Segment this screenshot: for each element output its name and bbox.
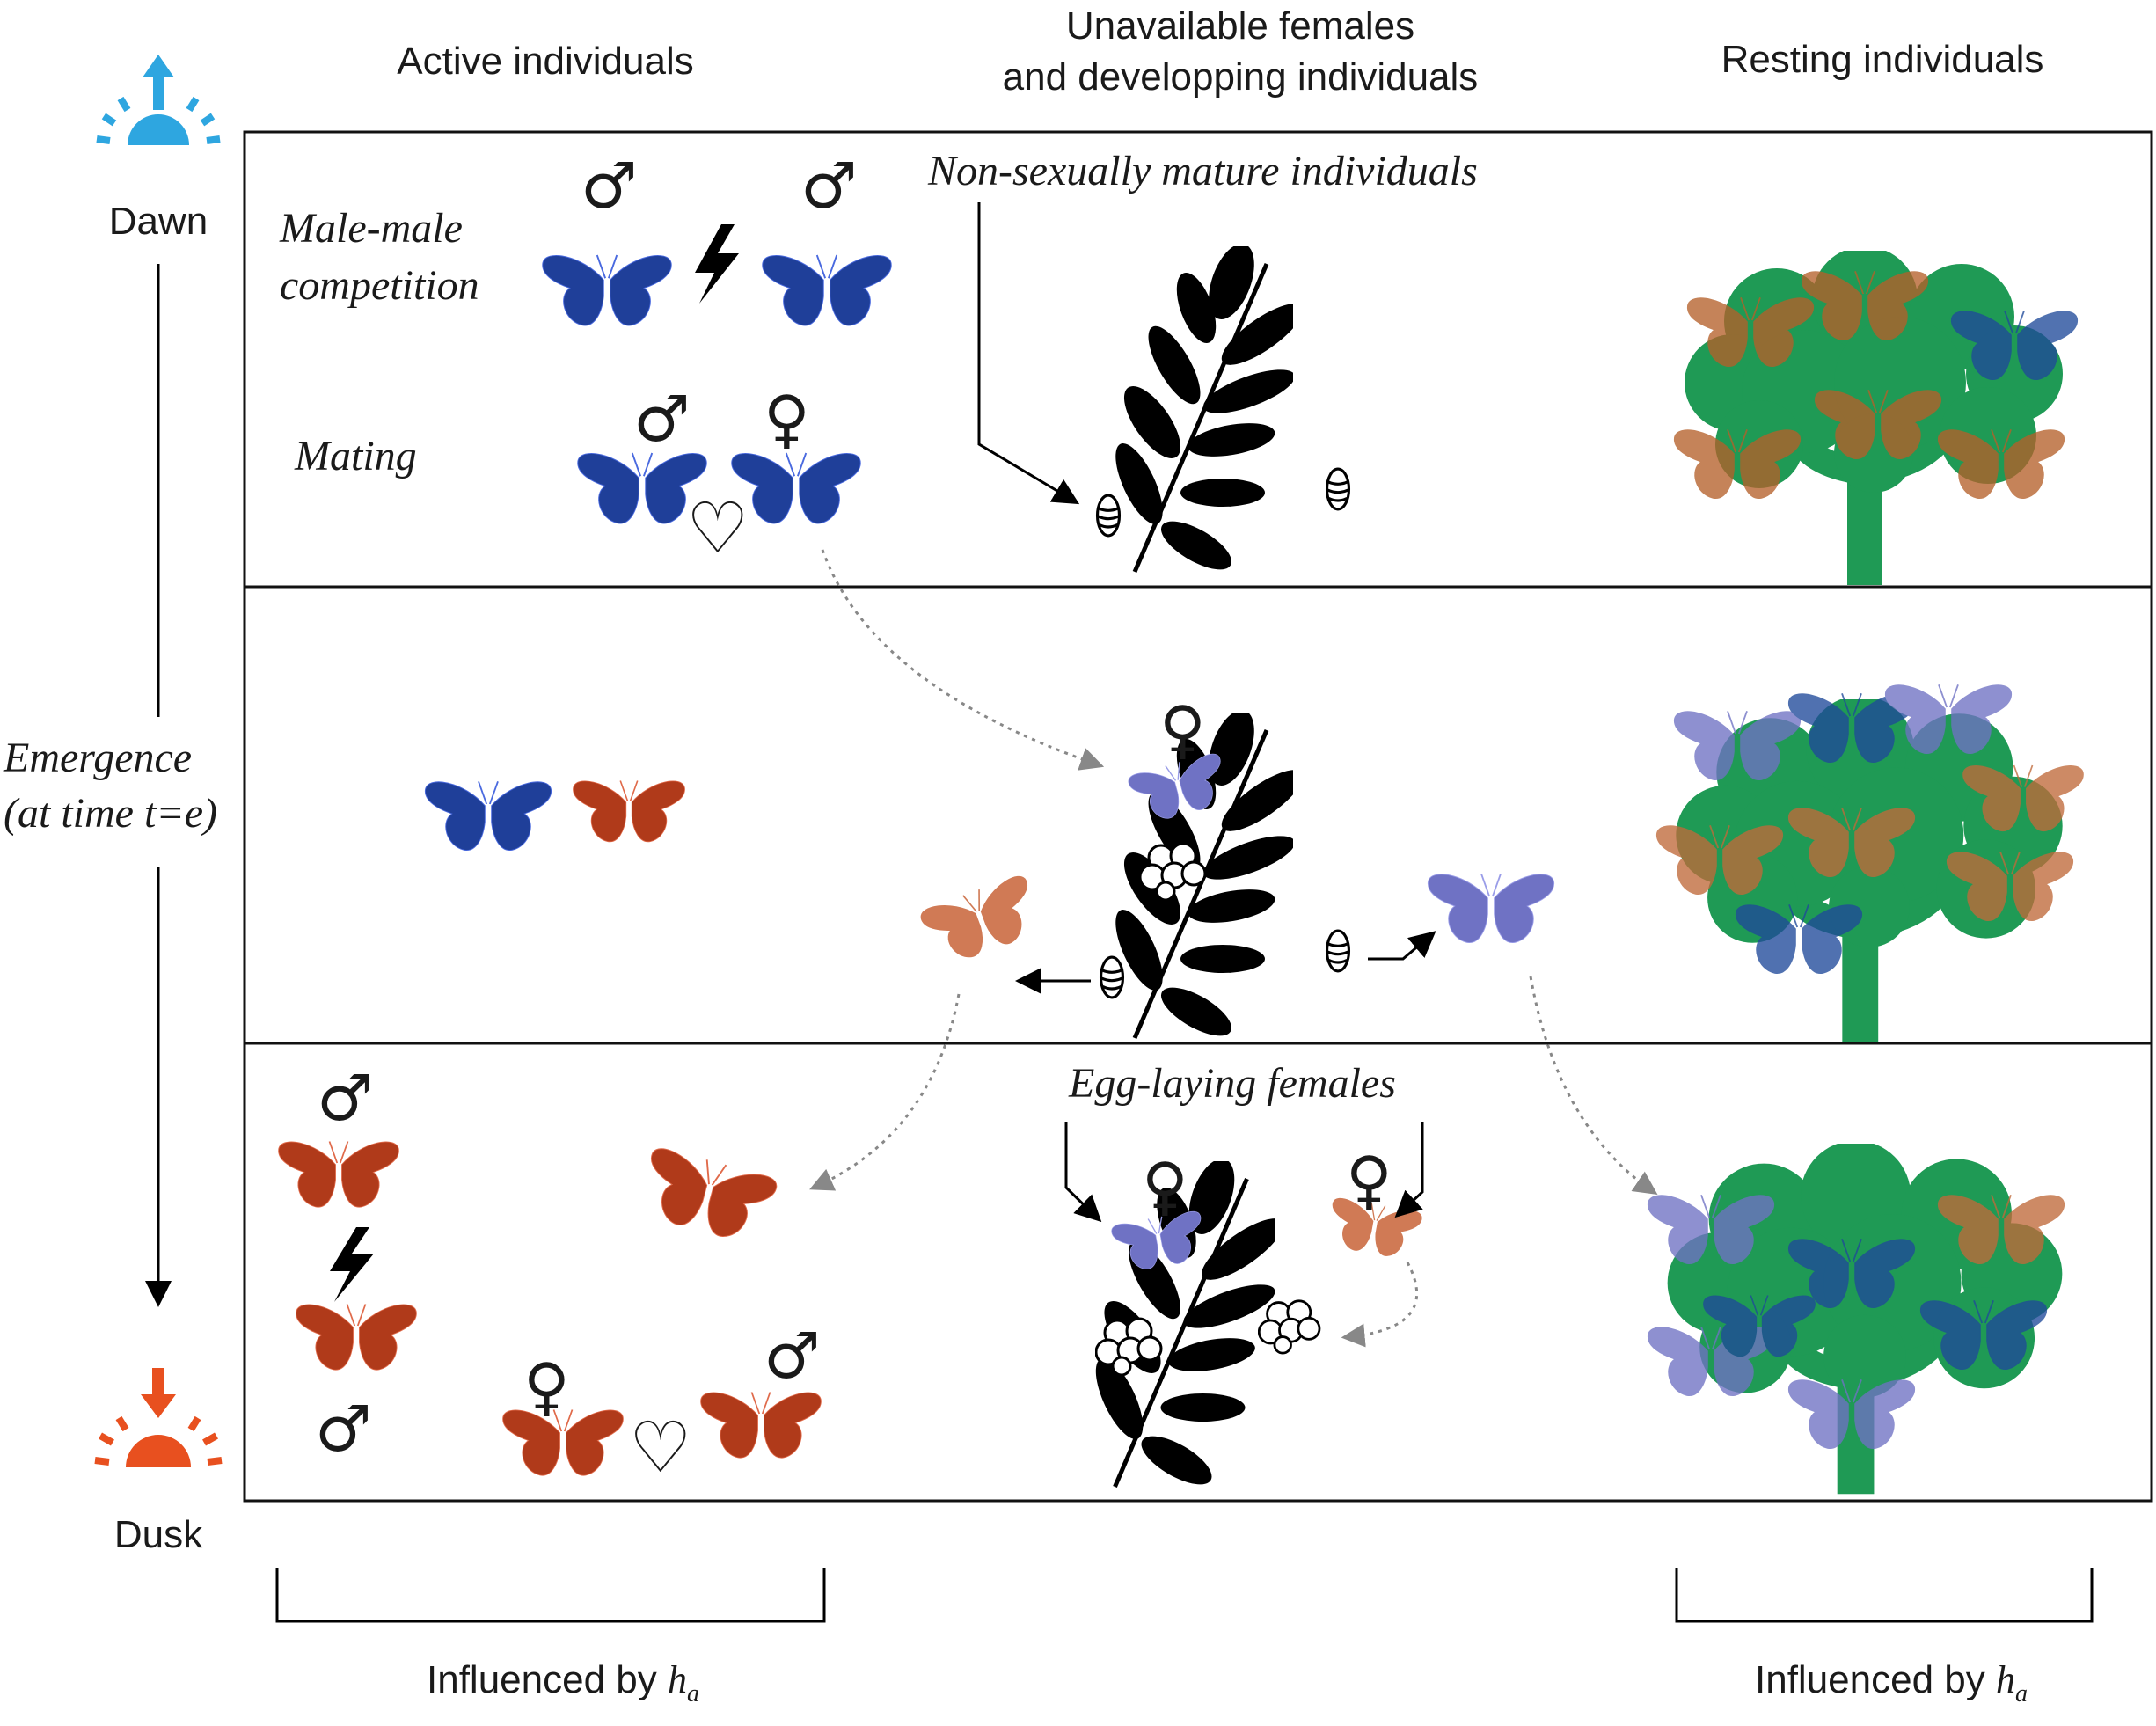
- h-symbol: ha: [667, 1658, 699, 1708]
- arrow-to-pupa: [977, 202, 1080, 505]
- pupa-icon: [1099, 955, 1125, 999]
- footer-active: Influenced by ha: [387, 1654, 739, 1721]
- bracket-active: [275, 1568, 826, 1623]
- dusk-label: Dusk: [113, 1513, 203, 1556]
- emerging-butterfly-blue: [1427, 873, 1555, 944]
- male-symbol: ♂: [581, 149, 638, 223]
- male-symbol: ♂: [317, 1061, 374, 1135]
- male-symbol: ♂: [800, 149, 858, 223]
- female-symbol: ♀: [1142, 1149, 1188, 1223]
- female-symbol: ♀: [1346, 1143, 1392, 1217]
- dotted-arrow: [821, 549, 1105, 771]
- emerging-butterfly-red: [917, 872, 1046, 970]
- non-mature-label: Non-sexually mature individuals: [928, 148, 1478, 194]
- footer-resting: Influenced by ha: [1715, 1654, 2067, 1721]
- arrow-to-female: [1064, 1122, 1102, 1223]
- arrow-emergence-right: [1368, 931, 1436, 961]
- dawn-label: Dawn: [108, 200, 208, 243]
- female-butterfly: [730, 452, 862, 524]
- egg-laying-label: Egg-laying females: [1069, 1060, 1396, 1107]
- dotted-arrow: [1341, 1262, 1418, 1348]
- footer-prefix: Influenced by: [1755, 1658, 1996, 1701]
- male-butterfly-red: [277, 1140, 400, 1209]
- competition-label: competition: [280, 262, 479, 309]
- arrow-to-female: [1394, 1122, 1424, 1218]
- h-symbol: ha: [1995, 1658, 2028, 1708]
- male-butterfly-red: [295, 1303, 418, 1371]
- male-symbol: ♂: [764, 1319, 821, 1393]
- female-symbol: ♀: [764, 382, 810, 456]
- active-butterfly-red: [572, 779, 686, 843]
- egg-cluster: [1258, 1299, 1321, 1355]
- dotted-arrow: [809, 993, 961, 1191]
- pupa-icon: [1325, 929, 1351, 973]
- footer-prefix: Influenced by: [427, 1658, 668, 1701]
- male-male-label: Male-male: [280, 205, 463, 252]
- column-header-unavailable-line2: and developping individuals: [1002, 55, 1479, 99]
- heart-icon: ♡: [686, 487, 749, 569]
- active-butterfly-red: [635, 1145, 780, 1248]
- heart-icon: ♡: [629, 1407, 692, 1488]
- male-symbol: ♂: [315, 1392, 372, 1466]
- male-symbol: ♂: [633, 382, 691, 456]
- column-header-resting: Resting individuals: [1721, 38, 2044, 81]
- dusk-sun-icon: [94, 1368, 223, 1467]
- column-header-unavailable-line1: Unavailable females: [1065, 4, 1415, 48]
- pupa-icon: [1095, 494, 1122, 538]
- lightning-icon: [695, 224, 739, 304]
- host-plant: [1107, 238, 1312, 579]
- dotted-arrow: [1529, 976, 1658, 1196]
- male-butterfly: [761, 254, 893, 326]
- lightning-icon: [330, 1227, 374, 1302]
- female-symbol: ♀: [523, 1349, 570, 1423]
- female-symbol: ♀: [1159, 692, 1206, 766]
- emergence-label: Emergence: [4, 735, 193, 781]
- male-butterfly: [541, 254, 673, 326]
- panel-frame: [243, 130, 2153, 1503]
- emergence-time-label: (at time t=e): [4, 790, 217, 837]
- dawn-sun-icon: [96, 55, 221, 145]
- active-butterfly-blue: [424, 780, 552, 852]
- mating-label: Mating: [295, 433, 417, 479]
- bracket-resting: [1675, 1568, 2094, 1623]
- column-header-active: Active individuals: [397, 40, 694, 83]
- pupa-icon: [1325, 467, 1351, 511]
- male-butterfly-red: [699, 1391, 822, 1459]
